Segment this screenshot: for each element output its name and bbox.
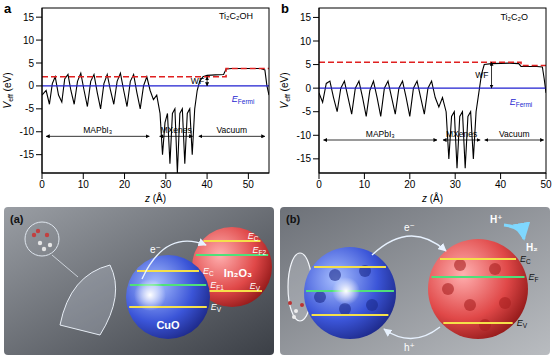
svg-text:EC: EC	[203, 266, 214, 277]
svg-text:MAPbI₃: MAPbI₃	[366, 129, 395, 139]
svg-text:EC: EC	[248, 231, 259, 242]
svg-text:CuO: CuO	[156, 319, 180, 331]
svg-text:5: 5	[305, 59, 311, 70]
svg-text:MXenes: MXenes	[161, 125, 192, 135]
svg-text:In₂O₃: In₂O₃	[224, 267, 252, 279]
svg-text:MXenes: MXenes	[446, 129, 477, 139]
svg-text:15: 15	[300, 12, 312, 23]
svg-text:10: 10	[23, 35, 35, 46]
svg-text:-5: -5	[302, 106, 311, 117]
svg-text:5: 5	[28, 58, 34, 69]
svg-text:WF: WF	[475, 70, 488, 80]
svg-text:WF: WF	[191, 76, 204, 86]
svg-text:a: a	[4, 1, 12, 16]
svg-text:30: 30	[450, 179, 462, 190]
svg-text:z (Å): z (Å)	[144, 192, 166, 204]
svg-text:50: 50	[540, 179, 552, 190]
svg-text:0: 0	[316, 179, 322, 190]
svg-text:10: 10	[300, 36, 312, 47]
svg-text:-15: -15	[297, 153, 312, 164]
svg-text:Veff (eV): Veff (eV)	[279, 72, 291, 108]
svg-text:h⁺: h⁺	[404, 342, 415, 353]
svg-text:Ti₂C₂O: Ti₂C₂O	[500, 12, 528, 22]
svg-text:e⁻: e⁻	[404, 222, 415, 233]
svg-text:MAPbI₃: MAPbI₃	[83, 125, 112, 135]
svg-text:Veff (eV): Veff (eV)	[2, 72, 14, 108]
svg-text:40: 40	[202, 179, 214, 190]
svg-text:EV: EV	[517, 318, 528, 329]
svg-text:EC: EC	[520, 254, 531, 265]
svg-text:(a): (a)	[10, 213, 24, 225]
svg-text:-15: -15	[20, 149, 35, 160]
svg-text:(b): (b)	[286, 213, 300, 225]
svg-text:EV: EV	[250, 281, 261, 292]
svg-text:0: 0	[305, 83, 311, 94]
svg-text:EFermi: EFermi	[232, 94, 255, 105]
svg-text:EV: EV	[211, 302, 222, 313]
svg-text:H⁺: H⁺	[490, 214, 503, 225]
svg-text:10: 10	[78, 179, 90, 190]
svg-text:-5: -5	[25, 103, 34, 114]
svg-text:EF2: EF2	[253, 245, 267, 256]
svg-text:EF: EF	[529, 272, 539, 283]
svg-text:-10: -10	[297, 130, 312, 141]
svg-text:EF1: EF1	[210, 280, 224, 291]
svg-text:EFermi: EFermi	[510, 97, 533, 108]
svg-text:0: 0	[28, 80, 34, 91]
svg-text:20: 20	[404, 179, 416, 190]
svg-text:0: 0	[39, 179, 45, 190]
svg-text:Vacuum: Vacuum	[499, 129, 530, 139]
svg-text:H₂: H₂	[526, 242, 538, 253]
svg-text:-10: -10	[20, 126, 35, 137]
svg-text:20: 20	[119, 179, 131, 190]
svg-text:10: 10	[359, 179, 371, 190]
svg-text:b: b	[281, 1, 289, 16]
svg-text:z (Å): z (Å)	[421, 192, 443, 204]
svg-text:Vacuum: Vacuum	[217, 125, 248, 135]
svg-text:50: 50	[243, 179, 255, 190]
svg-text:40: 40	[495, 179, 507, 190]
svg-text:e⁻: e⁻	[150, 244, 161, 255]
svg-text:15: 15	[23, 12, 35, 23]
svg-text:Ti₂C₂OH: Ti₂C₂OH	[219, 11, 253, 21]
svg-text:30: 30	[160, 179, 172, 190]
